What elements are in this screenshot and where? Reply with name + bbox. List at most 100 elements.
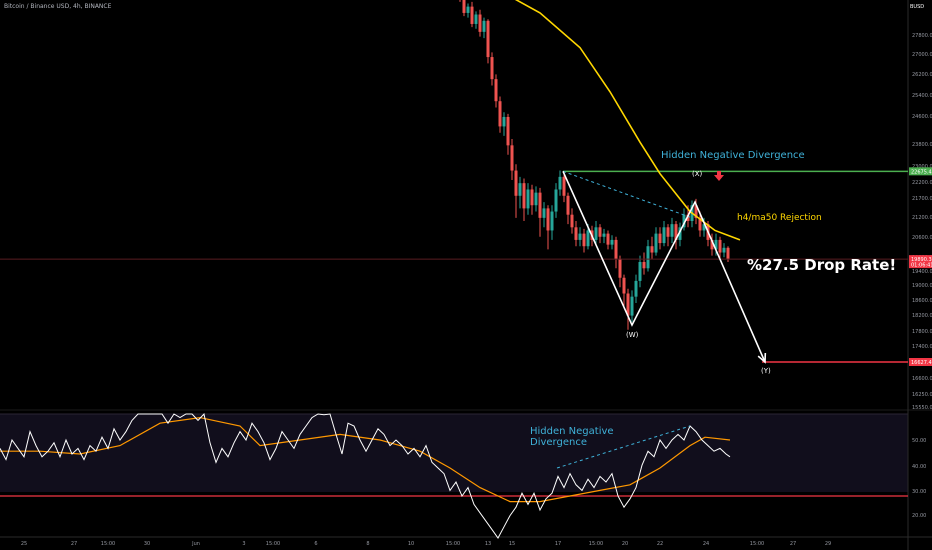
candle (510, 139, 514, 181)
time-tick-label: 8 (366, 541, 369, 547)
resistance-tag-label: 22675.42 (911, 169, 932, 175)
candle (666, 224, 670, 247)
price-tick-label: 23800.00 (912, 142, 932, 148)
candle-body (614, 239, 618, 259)
candle (594, 221, 598, 245)
candle-body (462, 0, 466, 13)
candle-body (510, 145, 514, 171)
price-tick-label: 20600.00 (912, 235, 932, 241)
candle-body (502, 116, 506, 127)
candle (678, 222, 682, 247)
candle-body (714, 239, 718, 250)
candle (522, 178, 526, 222)
candle-body (566, 195, 570, 215)
time-tick-label: 24 (703, 541, 709, 547)
candle-body (522, 183, 526, 209)
candle-body (558, 176, 562, 190)
price-tick-label: 18600.00 (912, 298, 932, 304)
annotation-rejection: h4/ma50 Rejection (737, 213, 822, 223)
annotation-hidden-divergence: Hidden Negative Divergence (661, 150, 805, 161)
candle-body (670, 224, 674, 237)
candle-body (658, 233, 662, 244)
candle (698, 211, 702, 237)
time-tick-label: 25 (21, 541, 27, 547)
rsi-annotation-line2: Divergence (530, 437, 587, 448)
time-tick-label: 27 (790, 541, 796, 547)
price-tick-label: 16250.00 (912, 392, 932, 398)
annotation-drop-rate: %27.5 Drop Rate! (747, 256, 896, 274)
price-tick-label: 21200.00 (912, 215, 932, 221)
candle (662, 221, 666, 247)
candle (634, 274, 638, 303)
candle (626, 288, 630, 330)
rsi-tick-label: 20.00 (912, 513, 926, 519)
candle-body (606, 233, 610, 245)
price-tick-label: 16600.00 (912, 376, 932, 382)
candle (606, 230, 610, 250)
candle (630, 290, 634, 322)
candle (574, 221, 578, 247)
candle (490, 52, 494, 86)
time-tick-label: Jun (191, 541, 200, 547)
candle-body (698, 217, 702, 231)
candle-body (518, 183, 522, 196)
time-tick-label: 13 (485, 541, 491, 547)
axis-layer: 27800.00 27000.00 26200.00 25400.00 24600.00… (21, 33, 932, 547)
candle (622, 274, 626, 307)
price-tick-label: 27000.00 (912, 52, 932, 58)
rsi-divergence-dashed (556, 425, 691, 469)
candle (526, 183, 530, 215)
candle (566, 192, 570, 225)
rsi-line (0, 412, 731, 539)
price-tag-countdown: 01:06:41 (911, 263, 932, 269)
candle (534, 186, 538, 212)
candle (602, 228, 606, 244)
candle-body (682, 214, 686, 228)
candle-body (478, 14, 482, 32)
price-tick-label: 17400.00 (912, 344, 932, 350)
price-tick-label: 27800.00 (912, 33, 932, 39)
candle-body (494, 79, 498, 102)
candle-body (482, 20, 486, 32)
candle-body (678, 227, 682, 240)
overlay-layer (0, 0, 908, 364)
rsi-annotation-line1: Hidden Negative (530, 426, 614, 437)
price-axis-unit: BUSD (910, 4, 924, 10)
candle-body (594, 227, 598, 240)
candle-body (674, 224, 678, 240)
wave-label-x: (X) (692, 170, 703, 178)
rsi-ma-line (0, 416, 731, 503)
target-tag-label: 16627.49 (911, 360, 932, 366)
candle (646, 239, 650, 272)
candle-body (586, 230, 590, 247)
price-tag-label: 19890.38 (911, 257, 932, 263)
candle-body (650, 246, 654, 253)
candle (610, 235, 614, 250)
candle-body (630, 296, 634, 316)
candle-body (638, 261, 642, 281)
candle-body (702, 224, 706, 231)
candle-body (514, 170, 518, 196)
candle (546, 205, 550, 250)
candle-body (622, 277, 626, 294)
candle (530, 184, 534, 215)
candle (482, 17, 486, 39)
time-tick-label: 6 (314, 541, 317, 547)
price-tick-label: 19400.00 (912, 269, 932, 275)
candle-body (574, 227, 578, 240)
candle (570, 208, 574, 234)
chart-title: Bitcoin / Binance USD, 4h, BINANCE (4, 3, 112, 10)
price-tag-bg (909, 255, 932, 269)
candle-body (526, 189, 530, 209)
price-divergence-dashed (562, 170, 693, 219)
candle (558, 170, 562, 196)
candle (466, 3, 470, 18)
candle-body (534, 192, 538, 206)
candle (682, 208, 686, 231)
candle-body (642, 261, 646, 269)
target-tag-bg (909, 358, 932, 366)
wave-label-w: (W) (626, 331, 639, 339)
candle-body (722, 247, 726, 253)
candle-body (694, 205, 698, 218)
